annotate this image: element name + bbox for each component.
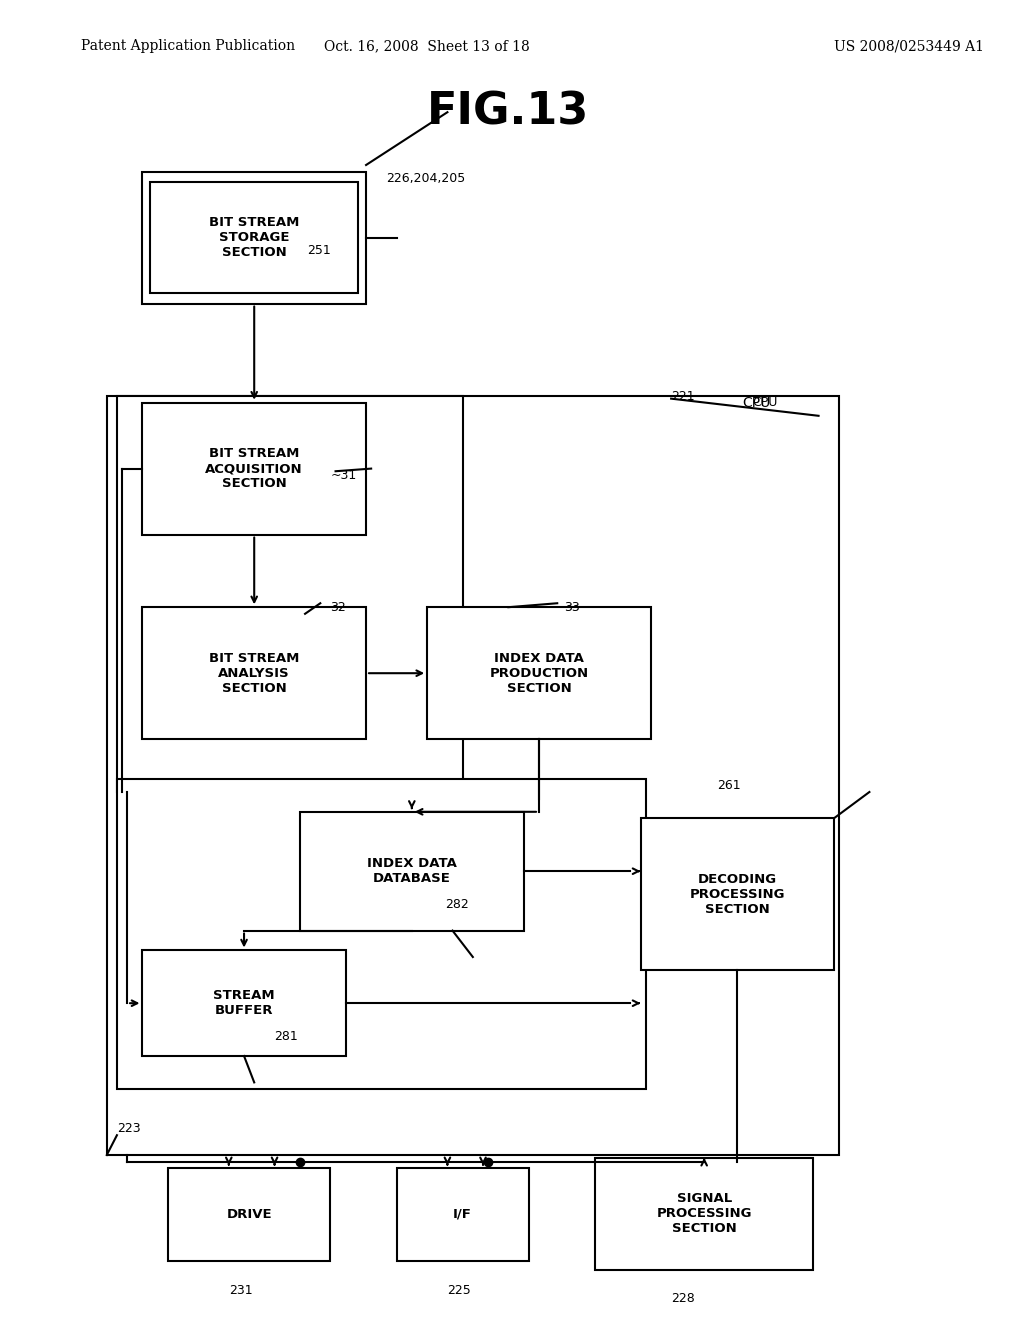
FancyBboxPatch shape [142,950,346,1056]
Text: BIT STREAM
STORAGE
SECTION: BIT STREAM STORAGE SECTION [209,216,299,259]
Text: STREAM
BUFFER: STREAM BUFFER [213,989,274,1018]
Text: US 2008/0253449 A1: US 2008/0253449 A1 [834,40,984,53]
Text: 226,204,205: 226,204,205 [386,172,466,185]
FancyBboxPatch shape [595,1158,813,1270]
Text: BIT STREAM
ACQUISITION
SECTION: BIT STREAM ACQUISITION SECTION [206,447,303,490]
Text: 261: 261 [717,779,740,792]
Text: SIGNAL
PROCESSING
SECTION: SIGNAL PROCESSING SECTION [656,1192,752,1236]
FancyBboxPatch shape [427,607,651,739]
Text: 32: 32 [331,601,346,614]
Text: Oct. 16, 2008  Sheet 13 of 18: Oct. 16, 2008 Sheet 13 of 18 [325,40,530,53]
Text: Patent Application Publication: Patent Application Publication [81,40,296,53]
Text: 225: 225 [447,1284,471,1298]
Text: 223: 223 [117,1122,140,1135]
Text: CPU: CPU [742,396,770,409]
Text: DRIVE: DRIVE [226,1208,272,1221]
Text: DECODING
PROCESSING
SECTION: DECODING PROCESSING SECTION [689,873,785,916]
FancyBboxPatch shape [117,396,463,792]
FancyBboxPatch shape [117,779,646,1089]
Text: INDEX DATA
DATABASE: INDEX DATA DATABASE [367,857,457,886]
FancyBboxPatch shape [142,607,366,739]
FancyBboxPatch shape [151,182,358,293]
FancyBboxPatch shape [142,172,366,304]
Text: 228: 228 [671,1292,695,1305]
Text: CPU: CPU [753,396,778,409]
Text: 33: 33 [564,601,581,614]
FancyBboxPatch shape [106,396,839,1155]
FancyBboxPatch shape [300,812,523,931]
FancyBboxPatch shape [142,403,366,535]
Text: INDEX DATA
PRODUCTION
SECTION: INDEX DATA PRODUCTION SECTION [489,652,589,694]
Text: 221: 221 [671,389,694,403]
Text: 231: 231 [228,1284,252,1298]
Text: 282: 282 [445,898,469,911]
Text: I/F: I/F [454,1208,472,1221]
FancyBboxPatch shape [641,818,834,970]
FancyBboxPatch shape [168,1168,331,1261]
Text: 281: 281 [274,1030,298,1043]
Text: BIT STREAM
ANALYSIS
SECTION: BIT STREAM ANALYSIS SECTION [209,652,299,694]
Text: ~31: ~31 [331,469,356,482]
Text: FIG.13: FIG.13 [427,91,590,133]
FancyBboxPatch shape [396,1168,528,1261]
Text: 251: 251 [307,244,331,257]
